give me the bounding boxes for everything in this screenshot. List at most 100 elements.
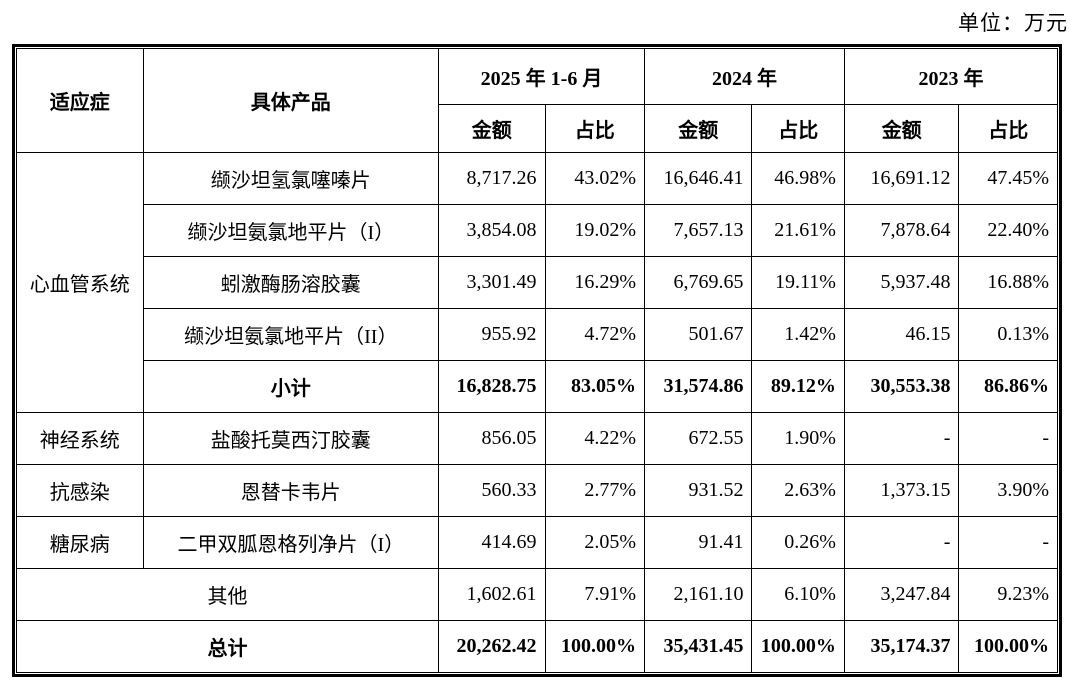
ratio-cell: 6.10% (751, 568, 845, 621)
amount-cell: 3,854.08 (438, 204, 546, 257)
ratio-cell: 0.13% (958, 308, 1058, 361)
header-row-periods: 适应症 具体产品 2025 年 1-6 月 2024 年 2023 年 (16, 48, 1059, 153)
amount-cell: 856.05 (438, 412, 546, 465)
header-period-2023: 2023 年 (843, 48, 1059, 105)
amount-cell: 3,247.84 (843, 568, 960, 621)
ratio-cell: 4.22% (544, 412, 645, 465)
ratio-cell: 21.61% (751, 204, 845, 257)
ratio-cell: 4.72% (544, 308, 645, 361)
product-cell: 恩替卡韦片 (142, 464, 440, 517)
table-row: 神经系统 盐酸托莫西汀胶囊 856.05 4.22% 672.55 1.90% … (16, 412, 1058, 465)
amount-cell: 16,828.75 (438, 360, 546, 413)
ratio-cell: 16.29% (544, 256, 645, 309)
ratio-cell: 43.02% (544, 152, 645, 205)
product-cell: 蚓激酶肠溶胶囊 (142, 256, 440, 309)
header-amount-2025: 金额 (438, 104, 546, 153)
table-row: 抗感染 恩替卡韦片 560.33 2.77% 931.52 2.63% 1,37… (16, 464, 1058, 517)
header-period-2024: 2024 年 (643, 48, 845, 105)
amount-cell: 46.15 (843, 308, 960, 361)
ratio-cell: 3.90% (958, 464, 1058, 517)
ratio-cell: 2.63% (751, 464, 845, 517)
ratio-cell: 2.05% (544, 516, 645, 569)
ratio-cell: 46.98% (751, 152, 845, 205)
table-row: 缬沙坦氨氯地平片（II） 955.92 4.72% 501.67 1.42% 4… (17, 308, 1058, 361)
amount-cell: 35,174.37 (843, 620, 960, 673)
ratio-cell: 100.00% (544, 620, 645, 673)
ratio-cell: 89.12% (751, 360, 845, 413)
table-row: 糖尿病 二甲双胍恩格列净片（I） 414.69 2.05% 91.41 0.26… (16, 516, 1058, 569)
amount-cell: 955.92 (438, 308, 546, 361)
amount-cell: 414.69 (438, 516, 546, 569)
header-ratio-2024: 占比 (751, 104, 845, 153)
ratio-cell: 1.42% (751, 308, 845, 361)
total-label-cell: 总计 (16, 620, 439, 673)
ratio-cell: 100.00% (751, 620, 845, 673)
ratio-cell: 2.77% (544, 464, 645, 517)
ratio-cell: 16.88% (958, 256, 1058, 309)
revenue-by-indication-table: 适应症 具体产品 2025 年 1-6 月 2024 年 2023 年 金额 占… (16, 48, 1059, 673)
ratio-cell: 0.26% (751, 516, 845, 569)
amount-cell: 20,262.42 (438, 620, 546, 673)
ratio-cell: 83.05% (544, 360, 645, 413)
ratio-cell: 9.23% (958, 568, 1058, 621)
amount-cell: 7,878.64 (843, 204, 960, 257)
amount-cell: 35,431.45 (643, 620, 753, 673)
ratio-cell: 1.90% (751, 412, 845, 465)
amount-cell: 2,161.10 (643, 568, 753, 621)
amount-cell: 30,553.38 (843, 360, 960, 413)
amount-cell: 7,657.13 (643, 204, 753, 257)
indication-anti-infective-cell: 抗感染 (16, 464, 144, 517)
header-amount-2024: 金额 (643, 104, 753, 153)
others-row: 其他 1,602.61 7.91% 2,161.10 6.10% 3,247.8… (16, 568, 1058, 621)
subtotal-label-cell: 小计 (142, 360, 440, 413)
table-row: 缬沙坦氨氯地平片（I） 3,854.08 19.02% 7,657.13 21.… (17, 204, 1058, 257)
amount-cell: 3,301.49 (438, 256, 546, 309)
ratio-cell: - (958, 516, 1058, 569)
amount-cell: 16,691.12 (843, 152, 960, 205)
subtotal-row: 小计 16,828.75 83.05% 31,574.86 89.12% 30,… (17, 360, 1058, 413)
header-product: 具体产品 (142, 48, 440, 153)
amount-cell: 31,574.86 (643, 360, 753, 413)
header-period-2025: 2025 年 1-6 月 (438, 48, 645, 105)
amount-cell: 560.33 (438, 464, 546, 517)
product-cell: 缬沙坦氢氯噻嗪片 (142, 152, 440, 205)
amount-cell: 6,769.65 (643, 256, 753, 309)
product-cell: 二甲双胍恩格列净片（I） (142, 516, 440, 569)
amount-cell: - (843, 516, 960, 569)
amount-cell: - (843, 412, 960, 465)
amount-cell: 1,373.15 (843, 464, 960, 517)
unit-label: 单位：万元 (958, 11, 1068, 35)
amount-cell: 5,937.48 (843, 256, 960, 309)
product-cell: 盐酸托莫西汀胶囊 (142, 412, 440, 465)
ratio-cell: 22.40% (958, 204, 1058, 257)
amount-cell: 16,646.41 (643, 152, 753, 205)
amount-cell: 931.52 (643, 464, 753, 517)
amount-cell: 8,717.26 (438, 152, 546, 205)
others-label-cell: 其他 (16, 568, 439, 621)
table-row: 蚓激酶肠溶胶囊 3,301.49 16.29% 6,769.65 19.11% … (17, 256, 1058, 309)
amount-cell: 1,602.61 (438, 568, 546, 621)
amount-cell: 672.55 (643, 412, 753, 465)
header-row-measures: 金额 占比 金额 占比 金额 占比 (17, 104, 1058, 153)
product-cell: 缬沙坦氨氯地平片（I） (142, 204, 440, 257)
header-indication: 适应症 (16, 48, 144, 153)
revenue-table-border: 适应症 具体产品 2025 年 1-6 月 2024 年 2023 年 金额 占… (12, 44, 1062, 677)
indication-cardio-cell: 心血管系统 (16, 152, 144, 413)
header-amount-2023: 金额 (843, 104, 960, 153)
indication-neuro-cell: 神经系统 (16, 412, 144, 465)
indication-diabetes-cell: 糖尿病 (16, 516, 144, 569)
ratio-cell: 100.00% (958, 620, 1058, 673)
ratio-cell: - (958, 412, 1058, 465)
amount-cell: 501.67 (643, 308, 753, 361)
ratio-cell: 86.86% (958, 360, 1058, 413)
ratio-cell: 19.11% (751, 256, 845, 309)
product-cell: 缬沙坦氨氯地平片（II） (142, 308, 440, 361)
amount-cell: 91.41 (643, 516, 753, 569)
table-row: 心血管系统 缬沙坦氢氯噻嗪片 8,717.26 43.02% 16,646.41… (16, 152, 1058, 413)
ratio-cell: 19.02% (544, 204, 645, 257)
header-ratio-2023: 占比 (958, 104, 1058, 153)
ratio-cell: 47.45% (958, 152, 1058, 205)
header-ratio-2025: 占比 (544, 104, 645, 153)
total-row: 总计 20,262.42 100.00% 35,431.45 100.00% 3… (16, 620, 1058, 673)
